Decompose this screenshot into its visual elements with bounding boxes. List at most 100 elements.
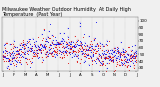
Point	[85, 48, 87, 49]
Point	[86, 45, 88, 46]
Point	[47, 41, 50, 43]
Point	[86, 54, 88, 56]
Point	[74, 43, 76, 44]
Point	[71, 52, 73, 54]
Point	[54, 52, 56, 53]
Point	[24, 43, 26, 44]
Point	[51, 50, 54, 52]
Point	[91, 43, 94, 45]
Point	[46, 40, 48, 42]
Point	[114, 47, 116, 48]
Point	[45, 52, 48, 53]
Point	[119, 57, 121, 58]
Point	[52, 43, 55, 44]
Point	[130, 50, 133, 51]
Point	[104, 53, 107, 55]
Point	[48, 38, 50, 39]
Point	[48, 45, 51, 46]
Point	[7, 60, 9, 62]
Point	[21, 51, 24, 53]
Point	[4, 44, 6, 45]
Point	[62, 39, 64, 40]
Point	[78, 51, 80, 52]
Point	[126, 53, 129, 55]
Point	[119, 59, 122, 60]
Point	[69, 45, 71, 47]
Point	[106, 40, 108, 41]
Point	[13, 46, 16, 47]
Point	[3, 55, 5, 57]
Point	[33, 45, 36, 47]
Point	[14, 46, 16, 48]
Point	[16, 56, 18, 57]
Point	[57, 43, 60, 44]
Point	[53, 44, 56, 45]
Point	[31, 50, 33, 51]
Point	[113, 51, 115, 53]
Point	[105, 57, 108, 58]
Point	[69, 47, 72, 48]
Point	[65, 41, 68, 42]
Point	[92, 53, 94, 55]
Point	[47, 31, 50, 32]
Point	[103, 45, 105, 46]
Point	[124, 55, 126, 57]
Point	[32, 56, 35, 57]
Point	[64, 51, 67, 52]
Point	[3, 56, 6, 57]
Point	[4, 49, 7, 51]
Point	[107, 51, 109, 52]
Point	[45, 38, 47, 39]
Point	[72, 51, 74, 52]
Point	[37, 52, 40, 54]
Point	[27, 50, 30, 51]
Point	[84, 52, 86, 54]
Point	[112, 56, 114, 57]
Point	[133, 61, 136, 62]
Point	[24, 57, 27, 59]
Point	[108, 59, 110, 60]
Point	[34, 52, 37, 53]
Point	[73, 51, 75, 52]
Point	[96, 57, 98, 58]
Point	[107, 58, 109, 59]
Point	[17, 52, 19, 54]
Point	[91, 45, 93, 47]
Point	[54, 56, 56, 57]
Point	[129, 65, 131, 67]
Point	[56, 43, 59, 45]
Point	[114, 55, 116, 56]
Point	[122, 52, 124, 53]
Point	[96, 49, 99, 51]
Point	[70, 49, 72, 50]
Point	[71, 50, 74, 51]
Point	[122, 64, 124, 65]
Point	[48, 52, 51, 53]
Point	[57, 43, 60, 45]
Point	[23, 46, 25, 47]
Point	[11, 51, 14, 53]
Point	[2, 56, 5, 57]
Point	[79, 40, 82, 42]
Point	[32, 52, 35, 54]
Point	[106, 52, 108, 53]
Point	[72, 41, 74, 42]
Point	[90, 56, 92, 58]
Point	[54, 51, 57, 53]
Point	[82, 36, 84, 38]
Point	[16, 51, 18, 52]
Point	[70, 43, 72, 44]
Point	[105, 44, 108, 45]
Point	[7, 59, 10, 60]
Point	[128, 70, 130, 71]
Point	[19, 45, 22, 46]
Point	[89, 55, 92, 56]
Point	[116, 64, 118, 65]
Point	[34, 46, 36, 47]
Point	[58, 57, 61, 58]
Point	[103, 58, 106, 59]
Point	[110, 49, 113, 50]
Point	[61, 51, 64, 52]
Point	[96, 46, 99, 47]
Point	[30, 62, 33, 63]
